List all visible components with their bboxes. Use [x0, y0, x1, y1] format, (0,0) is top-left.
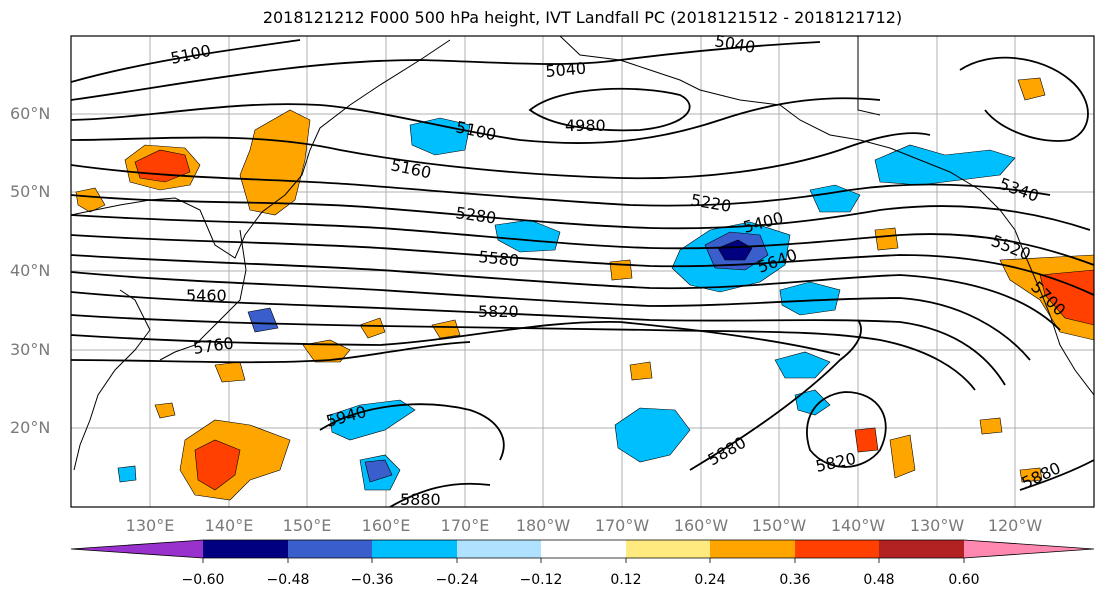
contour-label: 5820 [478, 302, 519, 321]
colorbar-segment [288, 540, 372, 558]
lon-label: 140°E [204, 516, 254, 535]
colorbar-segment [541, 540, 626, 558]
colorbar-segment [879, 540, 964, 558]
height-contours [71, 39, 1094, 507]
colorbar-segment [71, 540, 203, 558]
colorbar-tick-label: 0.24 [694, 572, 726, 588]
plot-area [71, 36, 1094, 507]
lat-label: 20°N [10, 418, 51, 437]
colorbar-tick-label: −0.36 [350, 572, 394, 588]
map-title: 2018121212 F000 500 hPa height, IVT Land… [262, 8, 903, 27]
lon-label: 120°W [987, 516, 1043, 535]
colorbar-segment [457, 540, 541, 558]
colorbar-tick-label: −0.24 [435, 572, 479, 588]
colorbar-segment [710, 540, 795, 558]
colorbar-tick-label: −0.48 [266, 572, 310, 588]
colorbar-segment [203, 540, 288, 558]
ivt-negative-patches [117, 117, 1016, 491]
plot-frame [70, 35, 1095, 508]
lon-label: 180°W [515, 516, 571, 535]
colorbar-segment [964, 540, 1094, 558]
colorbar [70, 539, 1095, 563]
contour-label: 5880 [400, 490, 441, 509]
colorbar-tick-label: 0.12 [610, 572, 642, 588]
colorbar-tick-label: −0.12 [519, 572, 563, 588]
lat-label: 40°N [10, 261, 51, 280]
lon-label: 150°W [751, 516, 807, 535]
lon-label: 130°E [125, 516, 175, 535]
lon-label: 130°W [909, 516, 965, 535]
lon-label: 160°W [673, 516, 729, 535]
colorbar-segment [626, 540, 710, 558]
colorbar-segment [372, 540, 457, 558]
lon-label: 140°W [830, 516, 886, 535]
colorbar-tick-label: −0.60 [181, 572, 225, 588]
contour-label: 5580 [478, 247, 520, 270]
colorbar-tick-label: 0.36 [779, 572, 811, 588]
contour-label: 4980 [565, 116, 606, 135]
contour-label: 5040 [545, 59, 587, 81]
lon-label: 160°E [361, 516, 411, 535]
colorbar-tick-label: 0.60 [948, 572, 980, 588]
colorbar-tick-label: 0.48 [863, 572, 895, 588]
ivt-positive-patches [75, 77, 1094, 501]
lat-label: 60°N [10, 104, 51, 123]
lat-label: 50°N [10, 182, 51, 201]
lat-label: 30°N [10, 340, 51, 359]
lon-label: 150°E [282, 516, 332, 535]
contour-label: 5460 [186, 286, 227, 305]
colorbar-segment [795, 540, 879, 558]
lon-label: 170°W [594, 516, 650, 535]
lon-label: 170°E [440, 516, 490, 535]
